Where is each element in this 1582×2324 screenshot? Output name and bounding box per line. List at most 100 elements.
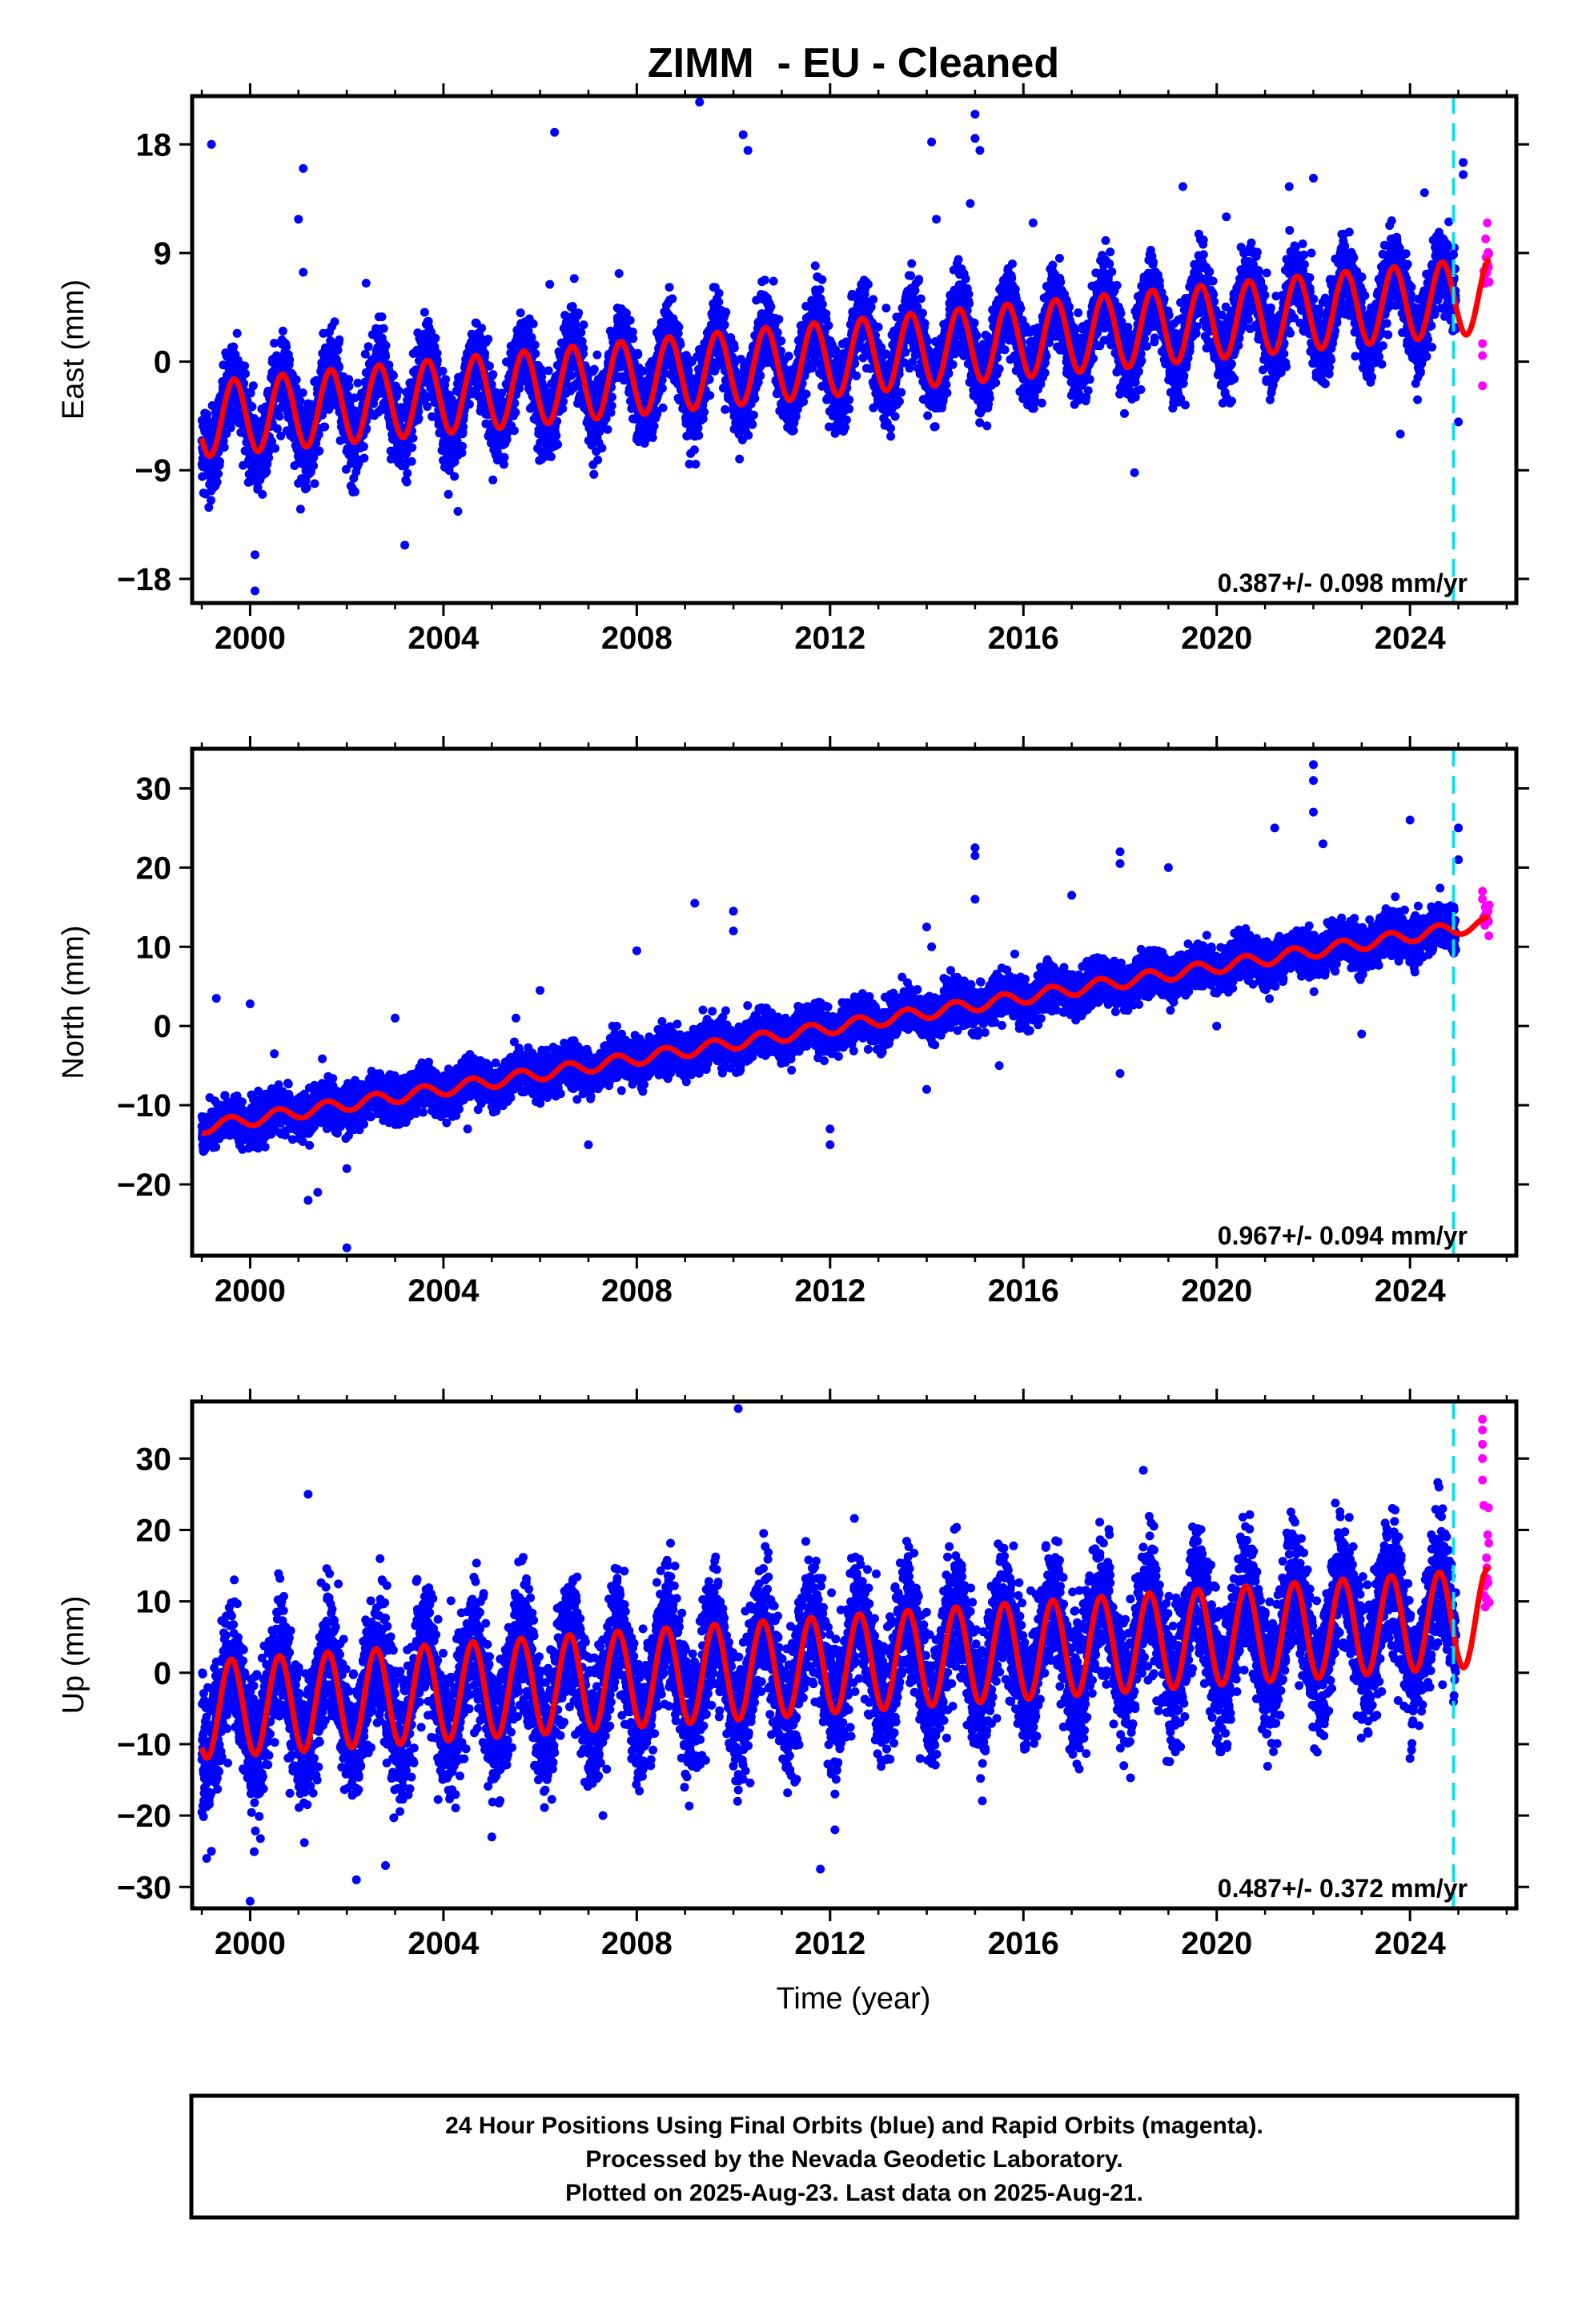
east-final-point [381, 352, 390, 361]
east-final-point [359, 442, 368, 452]
east-final-point [291, 383, 301, 392]
east-final-point [262, 467, 271, 476]
east-final-point [423, 402, 432, 412]
east-final-point [649, 421, 659, 431]
east-final-point [444, 489, 453, 499]
east-final-point [270, 339, 279, 348]
east-final-point [552, 431, 561, 440]
east-final-point [852, 371, 861, 380]
east-final-point [528, 319, 538, 328]
east-final-point [239, 460, 248, 470]
east-final-point [335, 335, 344, 344]
east-final-point [219, 443, 229, 452]
east-final-point [232, 328, 242, 338]
east-final-point [845, 395, 854, 404]
east-final-point [500, 452, 509, 462]
chart-panels: 2000 2004 2008 2012 2016 2020 20241890−9−18Eas… [57, 83, 1529, 1961]
east-final-point [841, 423, 850, 432]
east-final-point [253, 482, 263, 492]
east-final-point [553, 440, 563, 449]
east-final-point [589, 364, 599, 374]
east-final-point [363, 342, 373, 352]
east-final-point [689, 445, 699, 455]
east-panel: 2000 2004 2008 2012 2016 2020 20241890−9−18Eas… [57, 83, 1529, 656]
east-final-point [485, 361, 494, 371]
east-final-point [420, 308, 429, 317]
east-final-point [509, 426, 519, 436]
east-final-point [593, 455, 603, 464]
east-final-point [777, 336, 786, 346]
east-final-point [668, 294, 677, 304]
east-final-point [784, 352, 793, 361]
east-final-point [241, 369, 251, 379]
east-final-point [431, 333, 440, 343]
east-final-point [310, 479, 319, 489]
east-final-point [607, 401, 616, 411]
east-final-point [285, 355, 295, 364]
east-final-point [810, 261, 820, 271]
east-final-point [302, 483, 311, 493]
east-final-point [275, 412, 284, 421]
east-final-point [597, 444, 607, 452]
east-final-point [531, 349, 540, 359]
east-final-point [403, 468, 412, 478]
east-final-point [247, 402, 257, 412]
east-final-point [769, 276, 778, 286]
east-final-point [394, 386, 404, 395]
east-final-point [388, 371, 398, 380]
east-final-point [298, 388, 307, 397]
east-final-point [212, 477, 222, 487]
east-final-point [815, 285, 825, 295]
east-final-point [377, 312, 387, 322]
east-final-point [801, 389, 811, 399]
east-final-point [219, 436, 228, 445]
east-final-point [760, 275, 769, 285]
east-final-point [657, 384, 667, 393]
east-final-point [488, 475, 498, 485]
east-final-point [638, 366, 648, 376]
east-final-point [579, 320, 588, 330]
east-final-point [488, 370, 498, 380]
east-final-point [441, 375, 450, 384]
east-final-point [714, 297, 724, 307]
east-final-point [791, 412, 801, 421]
east-final-point [845, 404, 854, 414]
east-final-point [720, 320, 729, 330]
east-final-point [744, 431, 753, 440]
east-final-point [335, 363, 344, 372]
east-final-point [320, 422, 330, 432]
east-final-point [432, 356, 442, 365]
east-final-point [267, 436, 276, 446]
east-final-point [480, 348, 490, 358]
east-final-point [215, 456, 224, 466]
east-final-point [799, 397, 809, 407]
east-final-point [603, 424, 612, 434]
east-final-point [381, 341, 391, 350]
east-final-point [214, 469, 223, 479]
east-final-point [841, 415, 851, 424]
east-final-point [295, 505, 305, 514]
east-final-point [694, 431, 704, 440]
east-final-point [665, 283, 674, 292]
east-final-point [625, 316, 635, 325]
east-final-point [705, 391, 715, 400]
east-final-point [359, 453, 369, 463]
east-final-point [579, 344, 588, 353]
east-final-point [314, 430, 323, 440]
east-final-point [330, 317, 339, 327]
east-final-point [464, 400, 474, 409]
east-final-point [628, 334, 638, 344]
east-final-point [748, 420, 757, 429]
east-final-point [207, 496, 215, 505]
east-final-point [756, 371, 765, 380]
east-final-point [408, 443, 417, 452]
east-final-point [295, 396, 305, 406]
east-final-point [414, 413, 424, 423]
east-final-point [749, 410, 758, 420]
east-final-point [229, 342, 239, 352]
east-final-point [607, 392, 616, 402]
figure-title: ZIMM - EU - Cleaned [648, 40, 1059, 86]
east-final-point [714, 288, 724, 298]
east-final-point [589, 469, 599, 479]
east-final-point [438, 366, 448, 376]
